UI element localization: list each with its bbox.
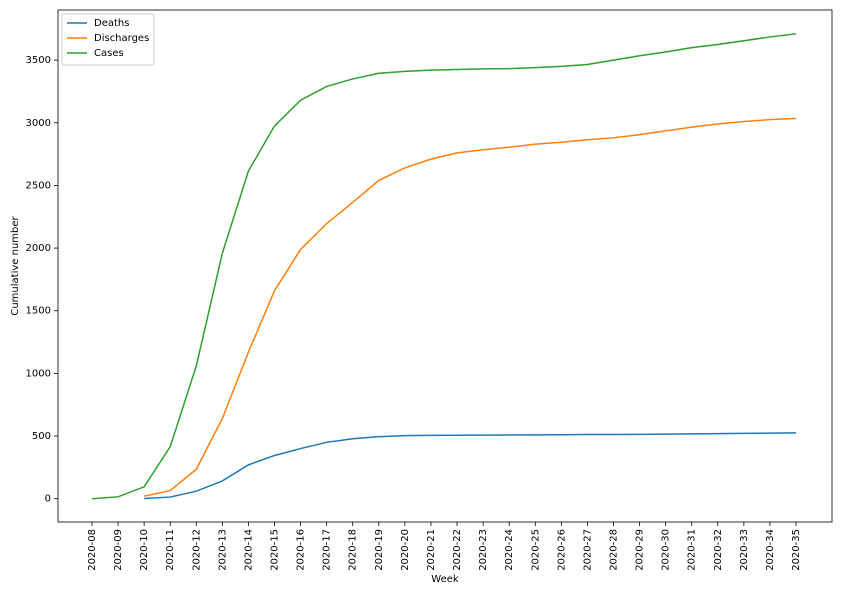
y-axis-label: Cumulative number [10,215,21,315]
x-tick-label: 2020-31 [687,529,698,571]
x-tick-label: 2020-25 [530,529,541,571]
x-tick-label: 2020-08 [87,529,98,571]
x-tick-label: 2020-09 [113,529,124,571]
x-tick-label: 2020-20 [400,529,411,571]
legend-label: Deaths [94,18,129,29]
y-tick-label: 2000 [26,243,51,254]
series-line [143,117,797,497]
plot-frame [57,9,833,523]
x-tick-label: 2020-11 [165,529,176,571]
y-tick-label: 1500 [26,306,51,317]
x-tick-label: 2020-30 [661,529,672,571]
legend-label: Discharges [94,33,149,44]
legend-label: Cases [94,48,124,59]
x-tick-label: 2020-12 [191,529,202,571]
x-tick-label: 2020-28 [608,529,619,571]
series-line [144,432,797,500]
legend: Deaths Discharges Cases [61,13,155,66]
x-tick-label: 2020-34 [765,529,776,571]
x-tick-label: 2020-26 [556,529,567,571]
x-tick-label: 2020-27 [582,529,593,571]
x-tick-label: 2020-14 [243,529,254,571]
x-tick-label: 2020-16 [296,529,307,571]
x-axis-label: Week [431,574,459,585]
x-tick-label: 2020-33 [739,529,750,571]
x-tick-label: 2020-13 [217,529,228,571]
y-tick-label: 2500 [26,180,51,191]
x-tick-label: 2020-19 [374,529,385,571]
x-tick-label: 2020-32 [713,529,724,571]
y-tick-label: 3500 [26,55,51,66]
x-tick-label: 2020-18 [348,529,359,571]
y-tick-label: 0 [45,494,51,505]
y-tick-label: 3000 [26,118,51,129]
y-tick-label: 1000 [26,368,51,379]
y-tick-label: 500 [32,431,51,442]
x-tick-label: 2020-35 [791,529,802,571]
x-tick-label: 2020-24 [504,529,515,571]
x-tick-label: 2020-17 [322,529,333,571]
x-tick-label: 2020-10 [139,529,150,571]
x-tick-label: 2020-15 [270,529,281,571]
x-tick-label: 2020-21 [426,529,437,571]
x-tick-label: 2020-22 [452,529,463,571]
x-tick-label: 2020-23 [478,529,489,571]
x-tick-label: 2020-29 [635,529,646,571]
series-line [91,33,797,500]
